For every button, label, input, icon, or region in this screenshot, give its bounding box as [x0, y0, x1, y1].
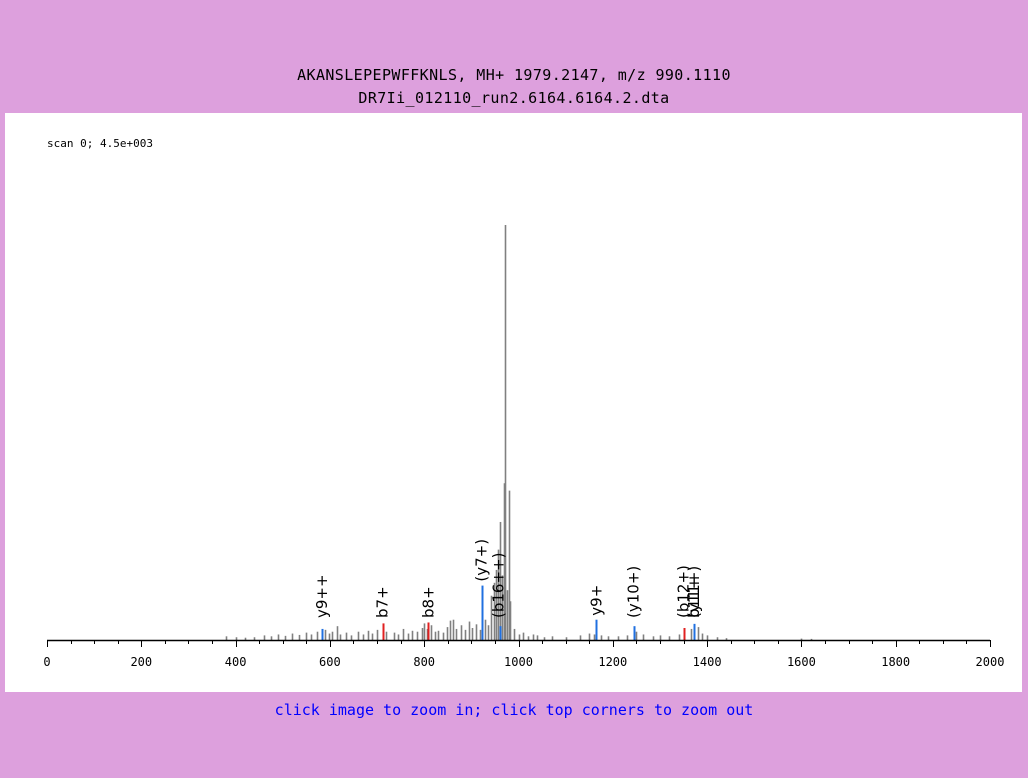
ion-label: y9++ [313, 574, 331, 618]
x-tick-label: 200 [130, 655, 152, 669]
zoom-hint[interactable]: click image to zoom in; click top corner… [274, 701, 754, 719]
x-tick-label: 400 [225, 655, 247, 669]
scan-label: scan 0; 4.5e+003 [47, 137, 153, 150]
peaks-group [225, 225, 813, 640]
ion-label: y9+ [587, 585, 605, 616]
ion-label: (y10+) [625, 566, 643, 618]
x-tick-label: 800 [413, 655, 435, 669]
x-tick-label: 1200 [598, 655, 627, 669]
ion-label: b11+ [685, 577, 703, 618]
zoom-out-left-corner[interactable] [0, 0, 80, 60]
x-tick-label: 1600 [787, 655, 816, 669]
x-tick-label: 2000 [976, 655, 1005, 669]
x-axis: 0 200 400 600 800 1000 1200 1400 1600 1800 2000 [43, 639, 1005, 669]
peptide-title: AKANSLEPEPWFFKNLS, MH+ 1979.2147, m/z 99… [297, 66, 731, 84]
x-tick-label: 600 [319, 655, 341, 669]
x-tick-label: 1400 [693, 655, 722, 669]
ion-label: (y7+) [473, 539, 491, 582]
x-tick-label: 1800 [881, 655, 910, 669]
ion-labels: y9++ b7+ b8+ (y7+)(b16++) y9+ (y10+) (b12+)(y1… [313, 539, 703, 618]
ion-label: (b16++) [490, 553, 508, 618]
zoom-out-right-corner[interactable] [948, 0, 1028, 60]
dta-filename: DR7Ii_012110_run2.6164.6164.2.dta [358, 89, 670, 107]
ion-label: b8+ [419, 586, 437, 618]
ion-label: (y11+) [685, 566, 703, 618]
spectrum-plot[interactable]: scan 0; 4.5e+003 0 200 400 600 800 1000 1200 14… [5, 113, 1022, 692]
x-tick-label: 0 [43, 655, 50, 669]
ion-label: (b12+) [675, 565, 693, 618]
ion-label: b7+ [374, 586, 392, 618]
x-tick-label: 1000 [504, 655, 533, 669]
spectrum-svg[interactable]: scan 0; 4.5e+003 0 200 400 600 800 1000 1200 14… [5, 113, 1022, 692]
